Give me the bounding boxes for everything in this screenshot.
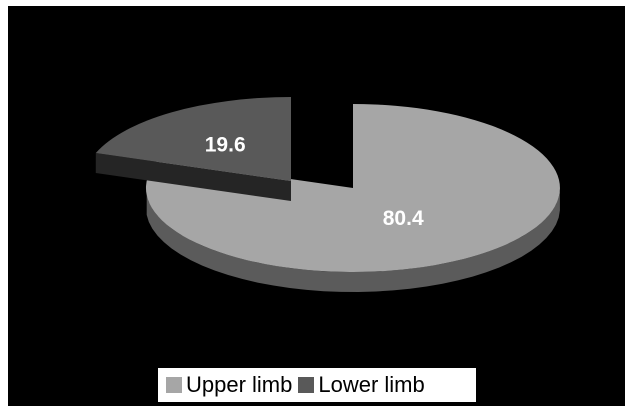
pie-cut-wall-lower-limb-0	[95, 153, 291, 201]
legend-item-lower-limb: Lower limb	[298, 372, 425, 398]
data-label-upper-limb: 80.4	[383, 207, 424, 230]
pie-wall-upper-limb	[146, 190, 560, 292]
legend-item-upper-limb: Upper limb	[166, 372, 292, 398]
legend-label-lower-limb: Lower limb	[318, 372, 425, 397]
legend-swatch-upper-limb	[166, 377, 182, 393]
pie-slice-lower-limb	[95, 97, 291, 181]
legend-label-upper-limb: Upper limb	[186, 372, 293, 397]
legend-swatch-lower-limb	[298, 377, 315, 393]
plot-area: 80.4 19.6	[8, 6, 625, 406]
pie-slice-upper-limb	[145, 104, 560, 272]
data-label-lower-limb: 19.6	[205, 133, 246, 156]
legend: Upper limb Lower limb	[158, 368, 476, 402]
pie-chart: 80.4 19.6	[95, 97, 560, 292]
